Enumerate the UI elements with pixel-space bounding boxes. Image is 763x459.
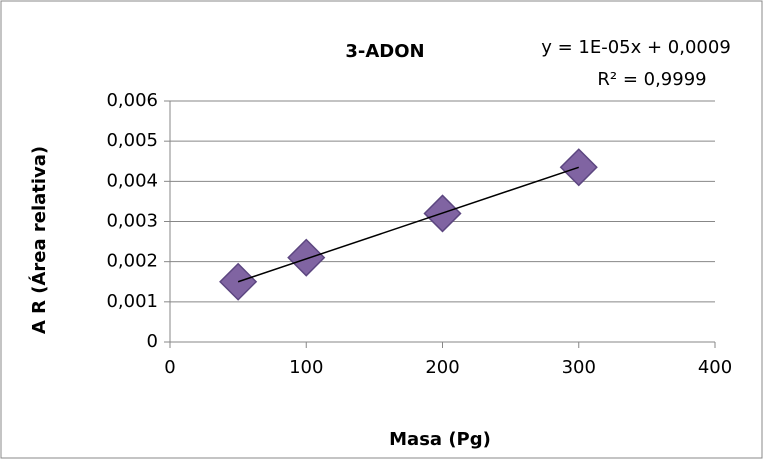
y-axis-title: A R (Área relativa) xyxy=(28,146,50,334)
x-axis-title: Masa (Pg) xyxy=(389,429,491,450)
y-tick-label: 0,004 xyxy=(106,170,158,191)
equation: y = 1E-05x + 0,0009 xyxy=(541,37,731,58)
y-tick-label: 0,006 xyxy=(106,90,158,111)
x-tick-label: 0 xyxy=(164,357,175,378)
x-tick-label: 400 xyxy=(698,357,732,378)
trendline xyxy=(237,166,579,283)
data-point xyxy=(287,238,326,277)
x-tick-label: 100 xyxy=(289,357,323,378)
x-tick-label: 300 xyxy=(562,357,596,378)
x-tick-label: 200 xyxy=(425,357,459,378)
y-tick-label: 0 xyxy=(147,331,158,352)
chart-title: 3-ADON xyxy=(345,41,424,62)
y-tick-label: 0,002 xyxy=(106,251,158,272)
y-tick-label: 0,003 xyxy=(106,211,158,232)
y-tick-label: 0,005 xyxy=(106,130,158,151)
y-tick-label: 0,001 xyxy=(106,291,158,312)
r-squared: R² = 0,9999 xyxy=(597,69,706,90)
